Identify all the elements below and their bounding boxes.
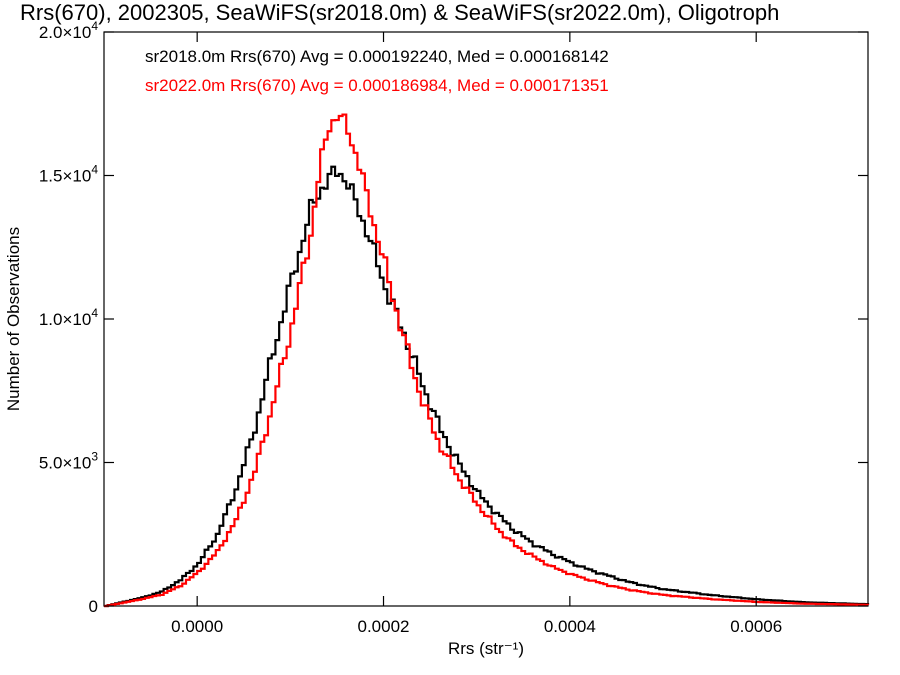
- legend-entry-sr2018: sr2018.0m Rrs(670) Avg = 0.000192240, Me…: [145, 47, 609, 66]
- y-tick-label: 1.0×104: [39, 306, 98, 329]
- series-line-sr2018.0m: [104, 165, 870, 608]
- x-tick-label: 0.0006: [730, 617, 782, 636]
- series-layer: [104, 113, 870, 608]
- x-axis-ticks: 0.0000 0.0002 0.0004 0.0006: [171, 32, 782, 636]
- x-axis-label: Rrs (str⁻¹): [448, 639, 524, 658]
- y-tick-label: 2.0×104: [39, 19, 98, 42]
- y-tick-label: 0: [89, 597, 98, 616]
- x-tick-label: 0.0002: [358, 617, 410, 636]
- y-axis-label: Number of Observations: [4, 227, 23, 411]
- series-line-sr2022.0m: [104, 113, 870, 608]
- y-tick-label: 5.0×103: [39, 450, 98, 473]
- x-tick-label: 0.0004: [544, 617, 596, 636]
- legend-entry-sr2022: sr2022.0m Rrs(670) Avg = 0.000186984, Me…: [145, 76, 609, 95]
- y-tick-label: 1.5×104: [39, 163, 98, 186]
- plot-frame: [103, 31, 869, 607]
- x-tick-label: 0.0000: [171, 617, 223, 636]
- y-axis-ticks: 0 5.0×103 1.0×104 1.5×104 2.0×104: [39, 19, 868, 616]
- chart-title: Rrs(670), 2002305, SeaWiFS(sr2018.0m) & …: [20, 0, 779, 25]
